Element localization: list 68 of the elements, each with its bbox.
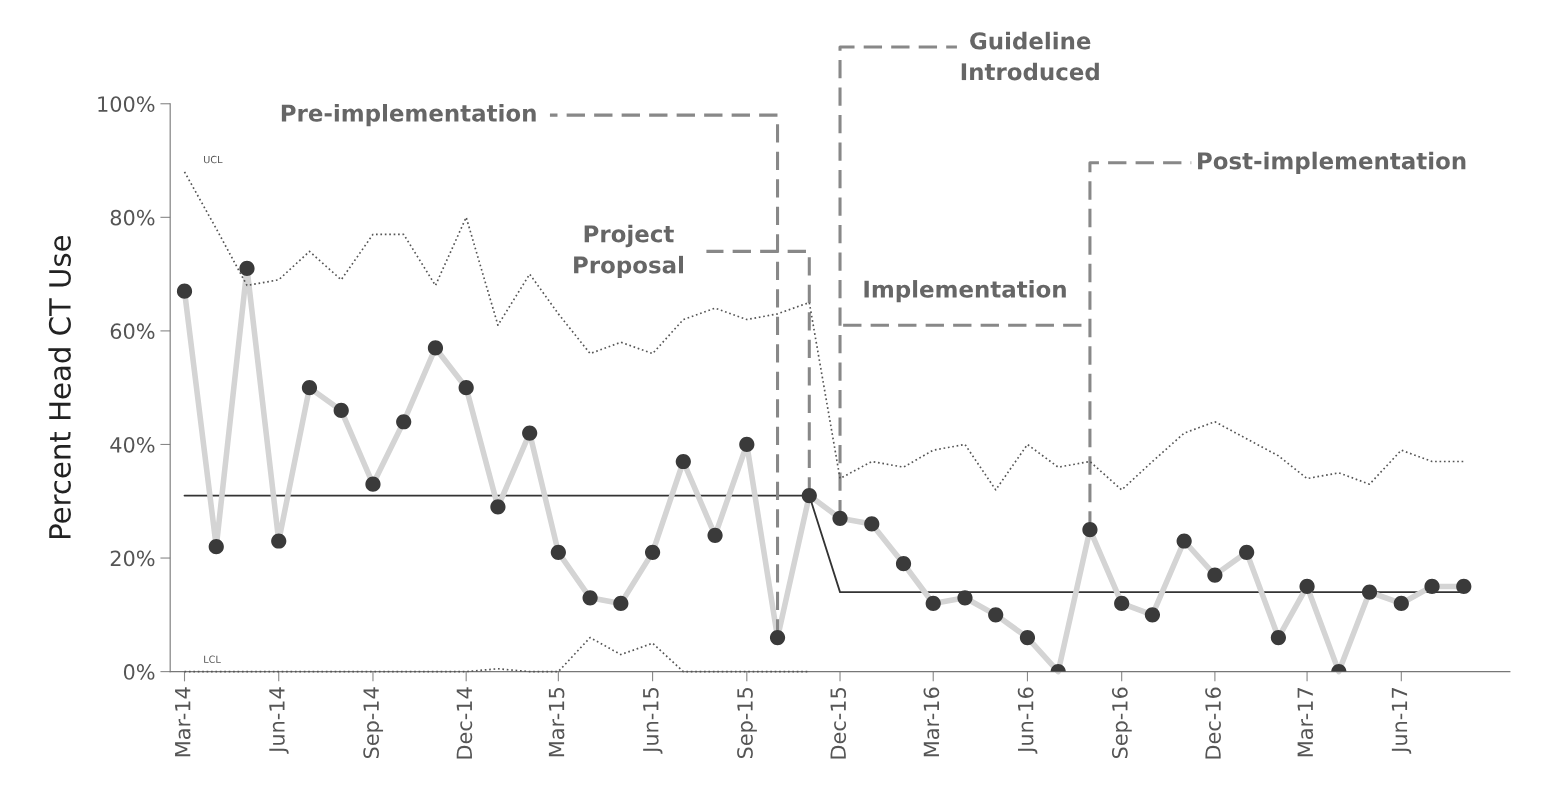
y-tick-label: 40% — [110, 436, 155, 453]
point — [707, 527, 723, 543]
point — [675, 453, 691, 470]
point — [208, 539, 224, 555]
point — [1207, 567, 1223, 583]
x-tick-label: Jun-15 — [643, 688, 663, 754]
point — [458, 380, 474, 396]
point — [895, 556, 912, 572]
point — [1239, 544, 1255, 560]
x-tick-label: Mar-16 — [923, 687, 940, 757]
annotation: Post-implementation — [1198, 151, 1466, 174]
point — [1393, 595, 1409, 612]
point — [864, 516, 880, 532]
point — [365, 476, 381, 492]
point — [239, 260, 255, 277]
y-tick-label: 100% — [98, 96, 155, 112]
point — [301, 380, 318, 396]
x-tick-label: Jun-14 — [269, 687, 289, 754]
point — [739, 436, 755, 453]
y-axis-title: Percent Head CT Use — [48, 236, 71, 539]
point — [1082, 522, 1098, 538]
x-tick-label: Mar-17 — [1297, 687, 1314, 757]
point — [522, 425, 538, 441]
x-tick-label: Dec-14 — [456, 687, 473, 759]
y-tick-label: 80% — [110, 209, 155, 226]
point — [490, 499, 506, 515]
x-tick-label: Mar-15 — [548, 688, 565, 757]
point — [1424, 578, 1440, 595]
y-tick-label: 60% — [110, 323, 155, 340]
point — [550, 544, 566, 560]
annotation: UCL — [204, 155, 223, 164]
point — [988, 607, 1004, 623]
point — [1144, 607, 1161, 623]
point — [925, 595, 941, 612]
point — [801, 487, 817, 504]
point — [427, 340, 444, 356]
point — [1456, 578, 1472, 595]
y-tick-label: 20% — [110, 550, 155, 567]
point — [613, 595, 629, 612]
annotation: Pre-implementation — [281, 104, 536, 127]
x-tick-label: Sep-15 — [737, 688, 757, 759]
point — [957, 590, 973, 606]
x-tick-label: Jun-16 — [1017, 687, 1038, 754]
x-tick-label: Dec-16 — [1205, 687, 1221, 759]
x-tick-label: Sep-14 — [363, 687, 384, 759]
point — [1299, 578, 1315, 595]
point — [582, 590, 598, 606]
point — [396, 414, 412, 430]
point — [1114, 595, 1130, 612]
annotation: Guideline Introduced — [961, 31, 1099, 81]
point — [769, 629, 786, 646]
x-tick-label: Dec-15 — [830, 688, 847, 759]
y-tick-label: 0% — [123, 664, 155, 680]
x-tick-label: Sep-16 — [1111, 687, 1132, 759]
point — [1361, 584, 1378, 600]
point — [271, 533, 287, 549]
point — [644, 544, 661, 560]
point — [1019, 629, 1036, 646]
point — [333, 402, 349, 419]
point — [1176, 533, 1192, 549]
point — [832, 510, 848, 526]
annotation: LCL — [204, 655, 221, 663]
annotation: Implementation — [864, 280, 1066, 303]
x-tick-label: Mar-14 — [175, 687, 191, 757]
x-tick-label: Jun-17 — [1391, 687, 1412, 754]
point — [1270, 629, 1286, 646]
point — [176, 283, 193, 299]
annotation: Project Proposal — [574, 224, 684, 279]
